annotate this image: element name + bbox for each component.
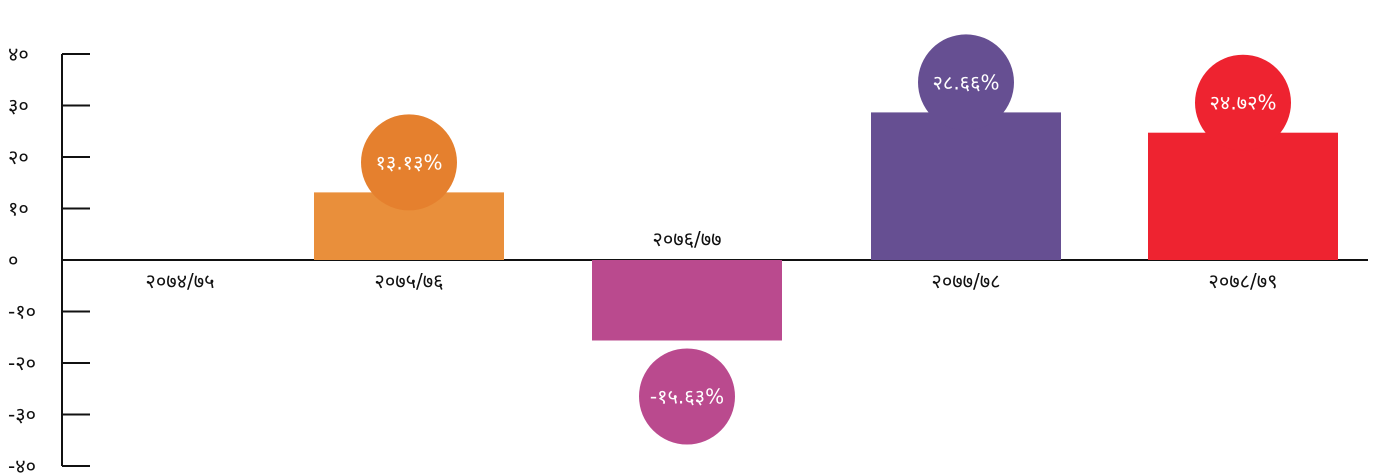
y-tick-label: ३० xyxy=(8,94,29,118)
category-label: २०७७/७८ xyxy=(931,269,1000,293)
data-label: २४.७२% xyxy=(1210,91,1277,115)
category-label: २०७८/७९ xyxy=(1208,269,1277,293)
category-label: २०७४/७५ xyxy=(145,269,214,293)
category-label: २०७५/७६ xyxy=(374,269,443,293)
bar xyxy=(871,112,1061,260)
category-label: २०७६/७७ xyxy=(652,227,721,251)
data-label: -१५.६३% xyxy=(650,384,724,408)
bar xyxy=(1148,133,1338,260)
data-label: २८.६६% xyxy=(933,70,1000,94)
bars xyxy=(314,112,1338,340)
y-tick-label: १० xyxy=(8,197,29,221)
y-tick-label: -२० xyxy=(8,351,36,375)
y-tick-label: ४० xyxy=(8,42,29,66)
bar xyxy=(592,260,782,340)
y-tick-label: २० xyxy=(8,145,29,169)
y-tick-label: ० xyxy=(8,248,18,272)
y-tick-label: -३० xyxy=(8,403,36,427)
y-tick-label: -४० xyxy=(8,454,36,473)
data-label: १३.१३% xyxy=(376,150,443,174)
y-tick-label: -१० xyxy=(8,300,36,324)
